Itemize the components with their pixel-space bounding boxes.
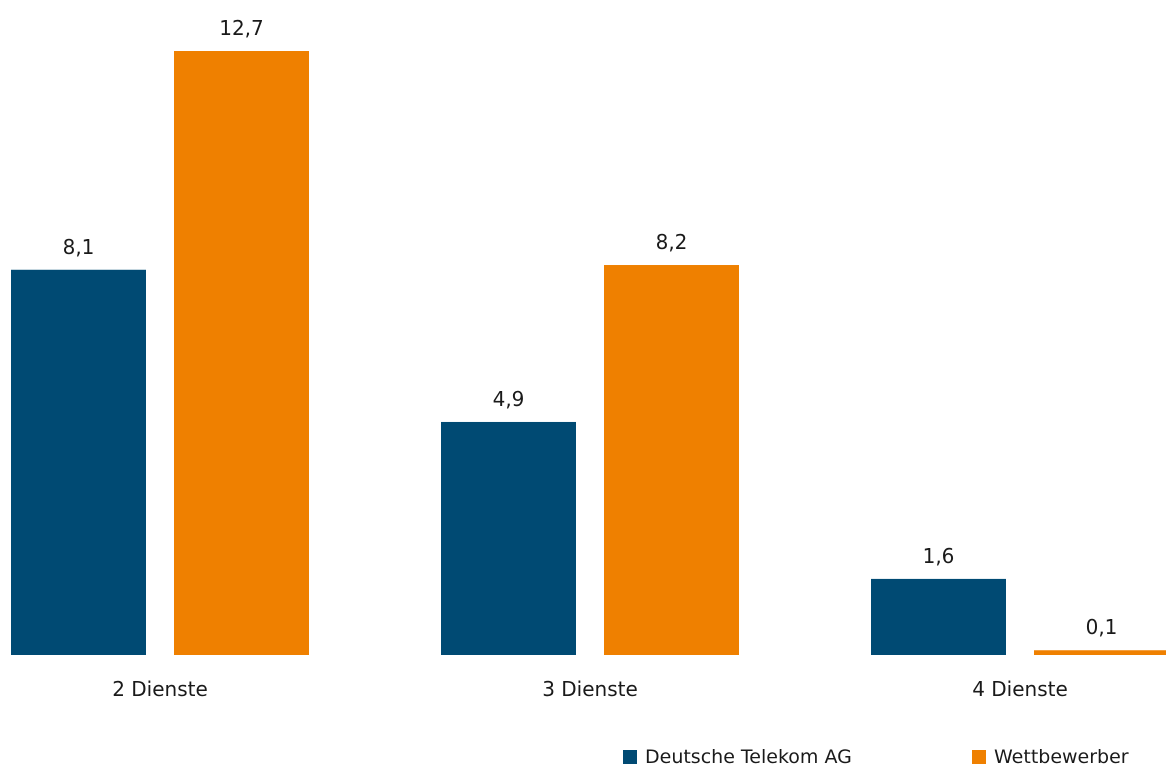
legend: Deutsche Telekom AG Wettbewerber bbox=[0, 746, 1166, 776]
legend-item-wettbewerber: Wettbewerber bbox=[972, 746, 1129, 768]
bar-telekom-4 bbox=[871, 578, 1006, 655]
data-label-telekom-2: 8,1 bbox=[63, 235, 95, 259]
legend-item-telekom: Deutsche Telekom AG bbox=[623, 746, 852, 768]
data-label-wettbewerber-3: 8,2 bbox=[656, 230, 688, 254]
category-label-2: 2 Dienste bbox=[112, 677, 208, 701]
category-label-4: 4 Dienste bbox=[972, 677, 1068, 701]
data-label-telekom-4: 1,6 bbox=[923, 544, 955, 568]
bar-telekom-2 bbox=[11, 269, 146, 655]
data-label-telekom-3: 4,9 bbox=[493, 387, 525, 411]
bar-wettbewerber-4 bbox=[1034, 650, 1166, 655]
legend-swatch-telekom bbox=[623, 750, 637, 764]
legend-swatch-wettbewerber bbox=[972, 750, 986, 764]
bar-wettbewerber-2 bbox=[174, 51, 309, 655]
category-label-3: 3 Dienste bbox=[542, 677, 638, 701]
plot-area: 8,1 12,7 2 Dienste 4,9 8,2 3 Dienste 1,6 0,1 4 D… bbox=[11, 16, 1166, 701]
data-label-wettbewerber-4: 0,1 bbox=[1086, 615, 1118, 639]
bar-telekom-3 bbox=[441, 421, 576, 655]
data-label-wettbewerber-2: 12,7 bbox=[219, 16, 264, 40]
bar-wettbewerber-3 bbox=[604, 265, 739, 655]
legend-label-telekom: Deutsche Telekom AG bbox=[645, 746, 852, 768]
legend-label-wettbewerber: Wettbewerber bbox=[994, 746, 1129, 768]
